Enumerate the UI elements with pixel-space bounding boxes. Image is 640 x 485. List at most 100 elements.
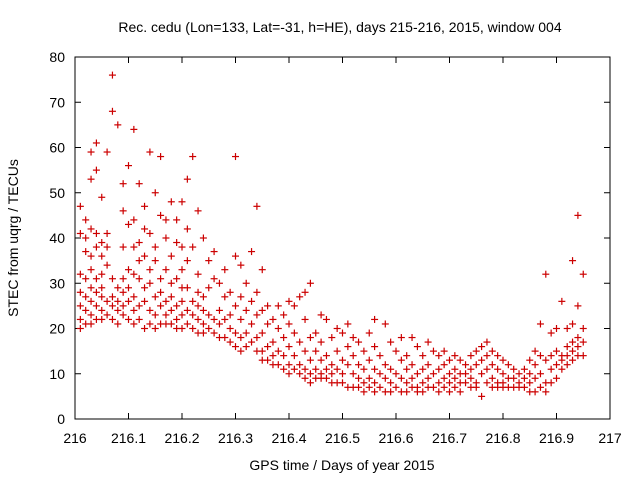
data-point bbox=[226, 288, 234, 296]
data-point bbox=[355, 383, 363, 391]
data-point bbox=[526, 379, 534, 387]
data-point bbox=[381, 320, 389, 328]
data-point bbox=[189, 297, 197, 305]
data-point bbox=[205, 325, 213, 332]
data-point bbox=[494, 352, 502, 360]
data-point bbox=[387, 338, 395, 346]
data-point bbox=[446, 379, 453, 387]
data-point bbox=[221, 266, 229, 274]
data-point bbox=[376, 383, 384, 391]
data-point bbox=[76, 325, 84, 332]
data-point bbox=[82, 306, 90, 314]
data-point bbox=[258, 347, 266, 355]
data-point bbox=[87, 225, 95, 233]
data-point bbox=[328, 370, 336, 378]
data-point bbox=[178, 243, 186, 251]
data-point bbox=[92, 166, 100, 174]
data-point bbox=[199, 320, 207, 328]
data-point bbox=[478, 370, 486, 378]
data-point bbox=[189, 243, 197, 251]
data-point bbox=[194, 315, 202, 323]
data-point bbox=[135, 180, 143, 188]
data-point bbox=[355, 374, 363, 382]
data-point bbox=[365, 329, 373, 337]
data-point bbox=[344, 343, 352, 351]
data-point bbox=[381, 374, 389, 382]
data-point bbox=[242, 343, 250, 351]
data-point bbox=[387, 379, 395, 387]
data-point bbox=[290, 329, 298, 337]
data-point bbox=[317, 311, 325, 319]
data-point bbox=[446, 356, 453, 364]
data-point bbox=[98, 270, 106, 278]
data-point bbox=[76, 315, 84, 323]
data-point bbox=[253, 288, 261, 296]
data-point bbox=[253, 311, 261, 319]
x-tick-label: 216.1 bbox=[111, 430, 146, 446]
data-point bbox=[76, 202, 84, 210]
y-tick-label: 30 bbox=[49, 275, 65, 291]
data-point bbox=[429, 383, 437, 391]
data-point bbox=[189, 311, 197, 319]
data-point bbox=[194, 207, 202, 215]
data-point bbox=[135, 315, 143, 323]
data-point bbox=[253, 334, 261, 342]
y-tick-label: 40 bbox=[49, 230, 65, 246]
data-point bbox=[574, 343, 582, 351]
data-point bbox=[563, 352, 571, 360]
data-point bbox=[274, 302, 282, 310]
data-point bbox=[248, 338, 256, 346]
data-point bbox=[285, 343, 293, 351]
data-point bbox=[285, 297, 293, 305]
data-point bbox=[151, 257, 159, 265]
data-point bbox=[183, 306, 191, 314]
data-point bbox=[92, 288, 100, 296]
data-point bbox=[141, 284, 149, 292]
data-point bbox=[403, 365, 411, 373]
data-point bbox=[135, 302, 143, 310]
data-point bbox=[435, 365, 443, 373]
data-point bbox=[194, 288, 202, 296]
data-point bbox=[178, 297, 186, 305]
data-point bbox=[424, 361, 432, 369]
data-point bbox=[397, 356, 405, 364]
data-point bbox=[526, 356, 534, 364]
data-point bbox=[355, 338, 363, 346]
data-point bbox=[146, 229, 154, 237]
data-point bbox=[306, 370, 314, 378]
data-point bbox=[258, 306, 266, 314]
data-point bbox=[114, 297, 122, 305]
data-point bbox=[98, 284, 106, 292]
data-point bbox=[467, 352, 475, 360]
data-point bbox=[151, 325, 159, 332]
data-point bbox=[360, 388, 368, 396]
data-point bbox=[167, 293, 175, 301]
data-point bbox=[553, 347, 560, 355]
data-point bbox=[285, 370, 293, 378]
data-point bbox=[387, 388, 395, 396]
data-point bbox=[536, 383, 544, 391]
data-point bbox=[296, 361, 304, 369]
data-point bbox=[290, 302, 298, 310]
data-point bbox=[526, 370, 534, 378]
data-point bbox=[344, 320, 352, 328]
data-point bbox=[296, 293, 304, 301]
data-point bbox=[87, 266, 95, 274]
data-point bbox=[82, 234, 90, 242]
data-point bbox=[408, 374, 416, 382]
data-point bbox=[87, 297, 95, 305]
data-point bbox=[574, 302, 582, 310]
data-point bbox=[488, 347, 496, 355]
data-point bbox=[189, 325, 197, 332]
data-points bbox=[76, 71, 587, 400]
data-point bbox=[157, 288, 165, 296]
data-point bbox=[199, 306, 207, 314]
data-point bbox=[531, 388, 539, 396]
data-point bbox=[146, 266, 154, 274]
data-point bbox=[130, 216, 138, 224]
data-point bbox=[103, 229, 111, 237]
y-tick-label: 80 bbox=[49, 49, 65, 65]
data-point bbox=[135, 239, 143, 247]
data-point bbox=[173, 216, 181, 224]
